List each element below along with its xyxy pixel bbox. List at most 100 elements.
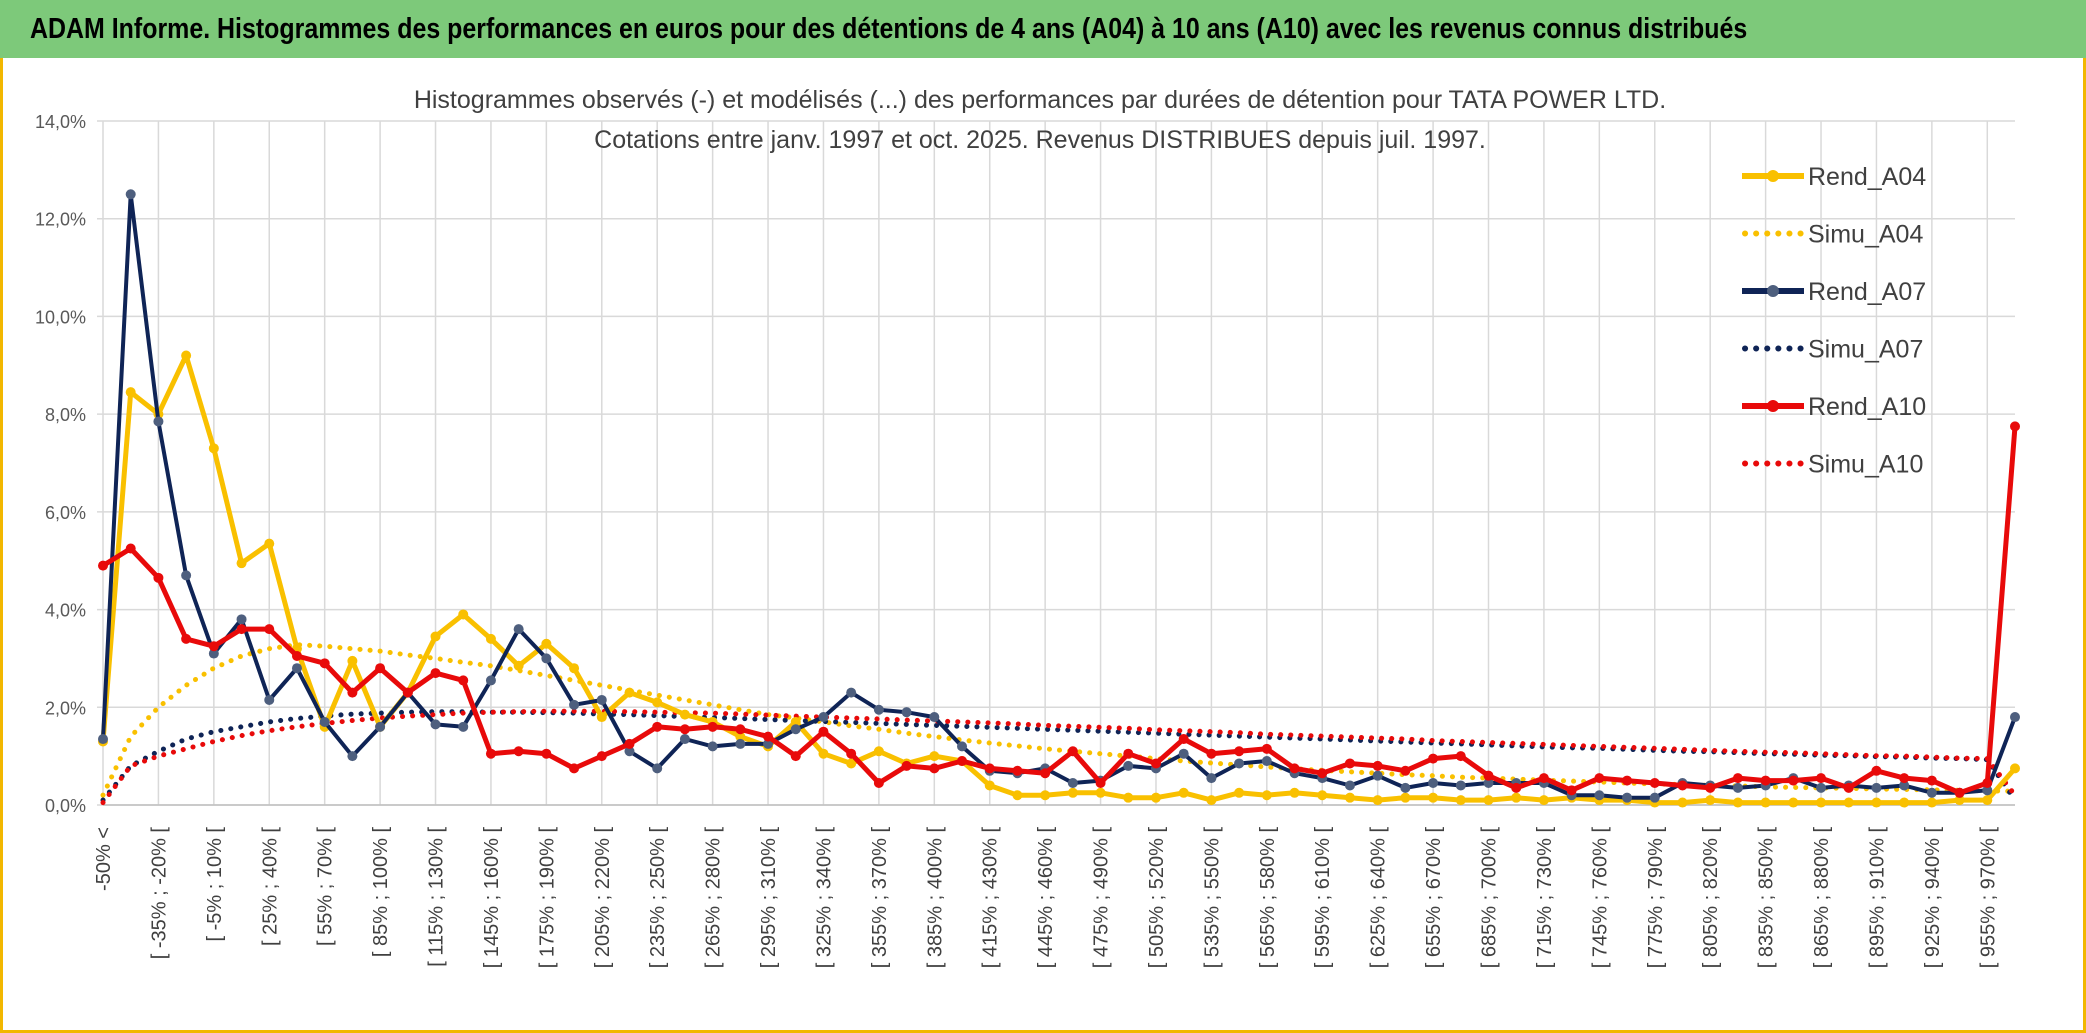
chart-gridlines <box>97 120 2015 806</box>
data-point <box>569 663 580 674</box>
data-point <box>430 631 441 642</box>
legend-item-simu_a10[interactable]: Simu_A10 <box>1742 451 1923 479</box>
data-point <box>1954 787 1965 798</box>
y-tick-label: 0,0% <box>45 796 86 816</box>
data-point <box>541 653 552 664</box>
x-tick-label: [ 205% ; 220% [ <box>592 827 614 969</box>
chart-legend[interactable]: Rend_A04 Simu_A04 Rend_A07 Simu_A07 Rend_A10… <box>1742 163 1926 479</box>
data-point <box>1261 743 1272 754</box>
data-point <box>1594 773 1605 784</box>
legend-item-rend_a07[interactable]: Rend_A07 <box>1742 278 1926 306</box>
y-tick-label: 10,0% <box>35 307 86 327</box>
data-point <box>1871 782 1882 793</box>
data-point <box>1843 782 1854 793</box>
x-tick-label: [ 655% ; 670% [ <box>1423 827 1445 969</box>
data-point <box>1261 756 1272 767</box>
x-tick-label: [ 925% ; 940% [ <box>1922 827 1944 969</box>
data-point <box>818 726 829 737</box>
data-point <box>541 638 552 649</box>
data-point <box>1732 797 1743 808</box>
data-point <box>1372 795 1383 806</box>
series-line <box>100 642 2018 798</box>
data-point <box>1012 765 1023 776</box>
data-point <box>236 624 247 635</box>
data-point <box>1649 778 1660 789</box>
data-point <box>513 746 524 757</box>
data-point <box>1843 797 1854 808</box>
x-tick-label: [ 445% ; 460% [ <box>1035 827 1057 969</box>
data-point <box>1400 782 1411 793</box>
x-tick-label: -50% < <box>93 827 115 891</box>
data-point <box>402 687 413 698</box>
data-point <box>1067 746 1078 757</box>
data-point <box>624 687 635 698</box>
legend-label: Rend_A10 <box>1808 393 1926 421</box>
legend-item-simu_a04[interactable]: Simu_A04 <box>1742 221 1923 249</box>
data-point <box>1123 792 1134 803</box>
data-point <box>1760 775 1771 786</box>
data-point <box>541 748 552 759</box>
legend-item-rend_a04[interactable]: Rend_A04 <box>1742 163 1926 191</box>
x-tick-label: [ 805% ; 820% [ <box>1700 827 1722 969</box>
data-point <box>1261 790 1272 801</box>
x-tick-label: [ 295% ; 310% [ <box>758 827 780 969</box>
data-point <box>1178 787 1189 798</box>
data-point <box>1317 790 1328 801</box>
data-point <box>1040 768 1051 779</box>
data-point <box>901 707 912 718</box>
data-point <box>375 721 386 732</box>
data-point <box>2010 712 2020 723</box>
series-rend_a04 <box>98 350 2020 808</box>
data-point <box>1816 773 1827 784</box>
series-line <box>101 426 2018 796</box>
chart-title: Histogrammes observés (-) et modélisés (… <box>414 86 1666 114</box>
data-point <box>652 721 663 732</box>
legend-marker <box>1767 400 1779 412</box>
data-point <box>181 570 192 581</box>
data-point <box>2010 763 2020 774</box>
data-point <box>347 687 358 698</box>
data-point <box>624 746 635 757</box>
data-point <box>707 741 718 752</box>
data-point <box>347 655 358 666</box>
data-point <box>1372 760 1383 771</box>
data-point <box>430 719 441 730</box>
data-point <box>1206 773 1217 784</box>
x-tick-label: [ 25% ; 40% [ <box>259 827 281 946</box>
x-tick-label: [ 115% ; 130% [ <box>426 827 448 967</box>
data-point <box>790 716 801 727</box>
data-point <box>1012 790 1023 801</box>
x-tick-label: [ 625% ; 640% [ <box>1368 827 1390 969</box>
data-point <box>679 709 690 720</box>
data-point <box>1483 778 1494 789</box>
data-point <box>1871 765 1882 776</box>
data-point <box>347 751 358 762</box>
legend-item-simu_a07[interactable]: Simu_A07 <box>1742 336 1923 364</box>
x-tick-label: [ 85% ; 100% [ <box>370 827 392 958</box>
data-point <box>1677 780 1688 791</box>
data-point <box>1511 792 1522 803</box>
x-tick-label: [ 325% ; 340% [ <box>813 827 835 969</box>
legend-label: Rend_A04 <box>1808 163 1926 191</box>
y-tick-label: 4,0% <box>45 601 86 621</box>
data-point <box>1732 782 1743 793</box>
x-tick-label: [ 415% ; 430% [ <box>980 827 1002 969</box>
data-point <box>458 609 469 620</box>
legend-marker <box>1767 170 1779 182</box>
data-point <box>596 712 607 723</box>
data-point <box>1705 795 1716 806</box>
legend-label: Rend_A07 <box>1808 278 1926 306</box>
data-point <box>1344 758 1355 769</box>
series-line <box>100 709 2018 803</box>
data-point <box>319 716 330 727</box>
x-tick-label: [ 505% ; 520% [ <box>1146 827 1168 969</box>
data-point <box>652 763 663 774</box>
data-point <box>679 724 690 735</box>
data-point <box>735 738 746 749</box>
series-layer <box>98 189 2020 808</box>
legend-item-rend_a10[interactable]: Rend_A10 <box>1742 393 1926 421</box>
data-point <box>458 721 469 732</box>
data-point <box>929 712 940 723</box>
data-point <box>291 663 302 674</box>
data-point <box>1150 758 1161 769</box>
